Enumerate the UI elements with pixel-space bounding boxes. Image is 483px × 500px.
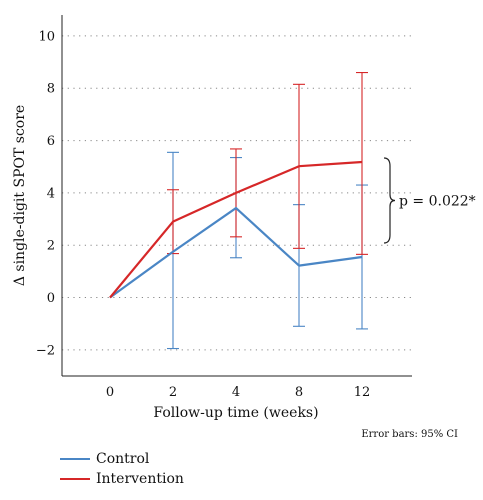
y-tick-labels: −2 0 2 4 6 8 10 xyxy=(36,29,55,358)
series-control xyxy=(167,151,368,350)
series-layer xyxy=(109,72,368,350)
y-tick-label: 4 xyxy=(47,186,55,201)
series-line-intervention xyxy=(109,160,363,299)
legend-label-control: Control xyxy=(96,451,150,467)
x-tick-label: 8 xyxy=(295,385,303,400)
x-tick-label: 0 xyxy=(106,385,114,400)
x-axis-title: Follow-up time (weeks) xyxy=(153,405,318,421)
p-value-annotation: p = 0.022* xyxy=(399,194,476,210)
legend-item-intervention: Intervention xyxy=(60,469,184,489)
y-tick-label: 8 xyxy=(47,82,55,97)
y-tick-label: 0 xyxy=(47,291,55,306)
y-tick-label: 6 xyxy=(47,134,55,149)
legend-label-intervention: Intervention xyxy=(96,471,184,487)
error-bar-note: Error bars: 95% CI xyxy=(361,429,458,440)
y-tick-label: 10 xyxy=(38,29,55,44)
x-tick-label: 4 xyxy=(232,385,240,400)
y-tick-label: −2 xyxy=(36,343,55,358)
x-tick-labels: 0 2 4 8 12 xyxy=(106,385,370,400)
legend-item-control: Control xyxy=(60,449,184,469)
x-tick-label: 12 xyxy=(354,385,371,400)
x-tick-label: 2 xyxy=(169,385,177,400)
series-line-control xyxy=(109,206,363,299)
legend-swatch-intervention xyxy=(60,478,90,480)
y-tick-label: 2 xyxy=(47,239,55,254)
legend-swatch-control xyxy=(60,458,90,460)
legend: Control Intervention xyxy=(60,449,184,489)
significance-bracket xyxy=(383,157,396,244)
y-axis-title: Δ single-digit SPOT score xyxy=(12,105,28,286)
grid-lines xyxy=(62,35,412,351)
